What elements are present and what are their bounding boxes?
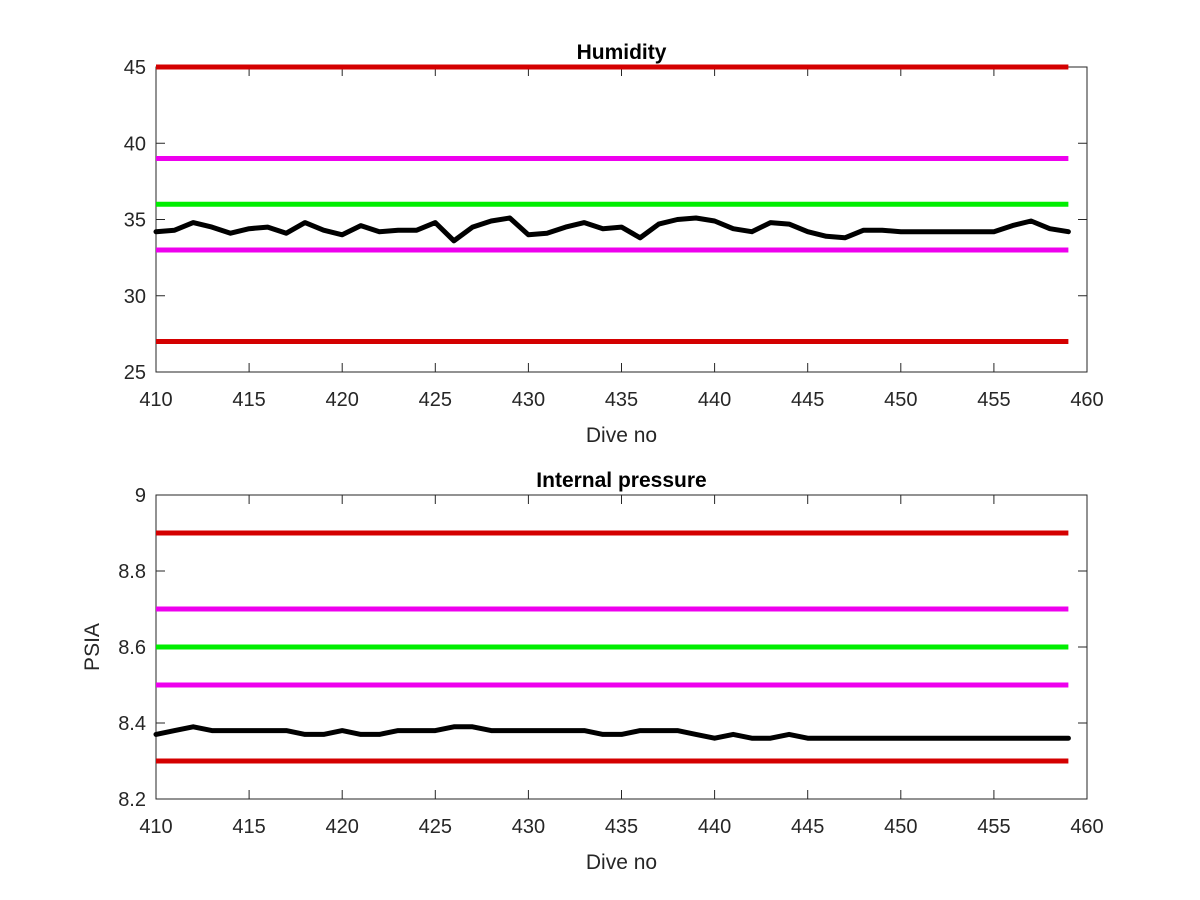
humidity-x-tick-label: 440 xyxy=(698,389,731,411)
pressure-y-tick-label: 8.2 xyxy=(118,789,146,811)
pressure-x-tick-label: 455 xyxy=(977,816,1010,838)
pressure-y-tick-label: 8.8 xyxy=(118,561,146,583)
pressure-x-tick-label: 450 xyxy=(884,816,917,838)
internal-pressure-chart: 410 415 420 425 430 435 440 445 450 455 460 8.2 8.4 8… xyxy=(81,469,1104,874)
humidity-chart-title: Humidity xyxy=(577,41,667,64)
humidity-x-tick-label: 430 xyxy=(512,389,545,411)
humidity-x-axis-label: Dive no xyxy=(586,424,657,447)
humidity-y-tick-label: 45 xyxy=(124,57,146,79)
pressure-x-tick-label: 445 xyxy=(791,816,824,838)
humidity-x-tick-label: 425 xyxy=(419,389,452,411)
pressure-x-tick-label: 460 xyxy=(1070,816,1103,838)
humidity-x-tick-label: 420 xyxy=(326,389,359,411)
pressure-y-axis-label: PSIA xyxy=(81,623,104,671)
humidity-x-tick-label: 415 xyxy=(232,389,265,411)
pressure-y-tick-label: 9 xyxy=(135,485,146,507)
humidity-x-tick-label: 460 xyxy=(1070,389,1103,411)
pressure-x-axis-label: Dive no xyxy=(586,851,657,874)
humidity-plot-area xyxy=(155,66,1088,373)
pressure-x-tick-label: 415 xyxy=(232,816,265,838)
pressure-x-tick-label: 440 xyxy=(698,816,731,838)
pressure-x-tick-label: 435 xyxy=(605,816,638,838)
humidity-x-tick-label: 445 xyxy=(791,389,824,411)
humidity-chart: 410 415 420 425 430 435 440 445 450 455 460 25 30 35 4… xyxy=(124,41,1104,447)
humidity-x-tick-label: 450 xyxy=(884,389,917,411)
humidity-x-tick-label: 410 xyxy=(139,389,172,411)
humidity-y-tick-label: 40 xyxy=(124,133,146,155)
pressure-series-line-0 xyxy=(153,724,1071,741)
humidity-y-tick-label: 35 xyxy=(124,210,146,232)
pressure-y-tick-label: 8.4 xyxy=(118,713,146,735)
pressure-chart-title: Internal pressure xyxy=(536,469,706,492)
pressure-x-tick-label: 410 xyxy=(139,816,172,838)
humidity-x-tick-label: 455 xyxy=(977,389,1010,411)
humidity-y-tick-label: 30 xyxy=(124,286,146,308)
pressure-x-tick-label: 425 xyxy=(419,816,452,838)
pressure-x-tick-label: 420 xyxy=(326,816,359,838)
humidity-y-tick-label: 25 xyxy=(124,362,146,384)
pressure-x-tick-label: 430 xyxy=(512,816,545,838)
humidity-series-line-0 xyxy=(153,215,1071,244)
pressure-y-tick-label: 8.6 xyxy=(118,637,146,659)
humidity-x-tick-label: 435 xyxy=(605,389,638,411)
